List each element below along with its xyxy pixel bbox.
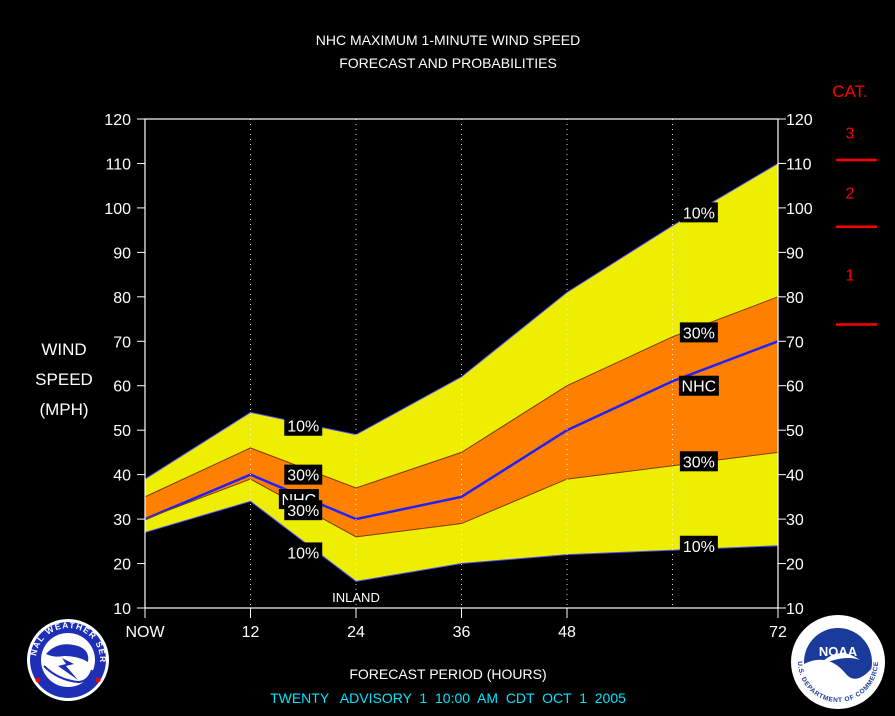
chart-title: NHC MAXIMUM 1-MINUTE WIND SPEED (316, 32, 580, 48)
y-tick-label-right: 20 (786, 557, 804, 574)
x-tick-label: 36 (453, 624, 471, 641)
y-tick-label-left: 70 (113, 334, 131, 351)
band-label-box (679, 202, 718, 223)
x-tick-label: 48 (558, 624, 576, 641)
y-tick-label-right: 120 (786, 112, 813, 129)
y-tick-label-right: 50 (786, 423, 804, 440)
nws-logo: NATIONAL WEATHER SERVICE (27, 619, 109, 701)
y-tick-label-left: 80 (113, 290, 131, 307)
band-label: 30% (287, 503, 319, 520)
category-label: 1 (846, 268, 855, 285)
noaa-logo-text: NOAA (819, 644, 858, 659)
band-label-box (678, 375, 719, 396)
category-label: 2 (846, 185, 855, 202)
band-label-box (679, 451, 718, 472)
band-label: 10% (287, 419, 319, 436)
advisory-footer: TWENTY ADVISORY 1 10:00 AM CDT OCT 1 200… (270, 690, 626, 706)
y-tick-label-left: 10 (113, 601, 131, 618)
upper-10pct-line (144, 163, 779, 480)
chart-subtitle: FORECAST AND PROBABILITIES (339, 55, 557, 71)
band-label: 30% (683, 454, 715, 471)
y-axis-label-line-2: SPEED (35, 370, 93, 389)
y-tick-label-right: 70 (786, 334, 804, 351)
band-label: 10% (287, 545, 319, 562)
y-tick-label-left: 20 (113, 557, 131, 574)
band-label: NHC (682, 379, 717, 396)
y-tick-label-left: 30 (113, 512, 131, 529)
y-tick-label-right: 30 (786, 512, 804, 529)
y-tick-label-left: 60 (113, 379, 131, 396)
band-label: 30% (287, 468, 319, 485)
y-axis-label-line-3: (MPH) (39, 400, 88, 419)
plot-area: 10 10 20 20 30 30 40 40 50 50 60 60 70 70 80 80 90 90 100 1… (104, 112, 813, 641)
y-tick-label-right: 40 (786, 468, 804, 485)
x-tick-label: 72 (769, 624, 787, 641)
noaa-logo: NOAA U.S. DEPARTMENT OF COMMERCE (791, 615, 885, 709)
x-tick-label: 24 (347, 624, 365, 641)
y-tick-label-left: 50 (113, 423, 131, 440)
y-tick-label-right: 100 (786, 201, 813, 218)
band-label: 10% (683, 205, 715, 222)
y-tick-label-left: 120 (104, 112, 131, 129)
band-label-box (679, 322, 718, 343)
upper-30pct-line (144, 296, 779, 498)
y-tick-label-left: 110 (105, 156, 131, 173)
y-tick-label-right: 10 (786, 601, 804, 618)
band-label-box (284, 464, 323, 485)
band-label-box (679, 535, 718, 556)
y-tick-label-right: 110 (786, 156, 812, 173)
y-axis-label-line-1: WIND (41, 340, 86, 359)
x-tick-label: NOW (125, 624, 165, 641)
y-tick-label-left: 40 (113, 468, 131, 485)
y-tick-label-left: 90 (113, 245, 131, 262)
category-title: CAT. (832, 82, 868, 101)
band-label: 30% (683, 325, 715, 342)
x-tick-label: 12 (242, 624, 260, 641)
band-label-box (284, 415, 323, 436)
y-tick-label-right: 80 (786, 290, 804, 307)
lower-10pct-line (144, 500, 779, 582)
y-tick-label-left: 100 (104, 201, 131, 218)
band-label-box (284, 500, 323, 521)
x-axis-label: FORECAST PERIOD (HOURS) (349, 666, 546, 682)
band-label-box (284, 542, 323, 563)
category-label: 3 (846, 125, 855, 142)
y-tick-label-right: 60 (786, 379, 804, 396)
inland-annotation: INLAND (332, 590, 380, 605)
band-label: 10% (683, 539, 715, 556)
y-tick-label-right: 90 (786, 245, 804, 262)
